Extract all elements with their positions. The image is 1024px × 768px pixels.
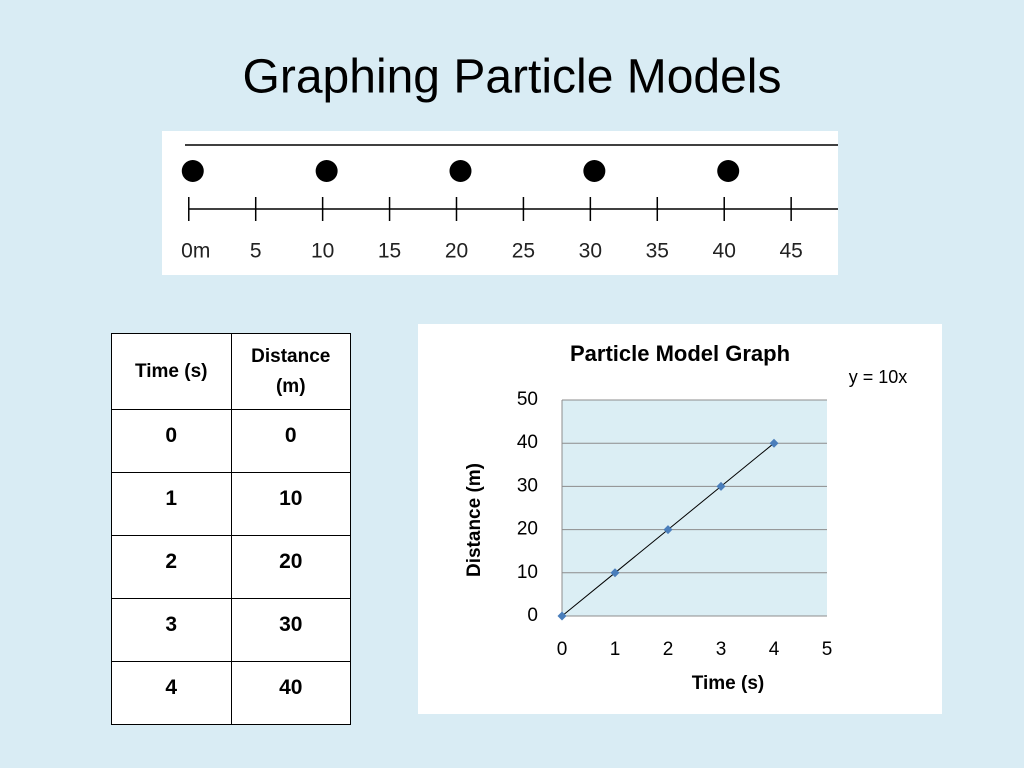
table-cell: 30: [230, 598, 351, 662]
table-cell: 20: [230, 535, 351, 599]
y-tick-label: 0: [527, 605, 538, 626]
tick-label: 45: [779, 240, 802, 263]
particle-dot: [583, 160, 606, 182]
table-row: 2 20: [111, 535, 351, 599]
x-tick-label: 0: [557, 639, 568, 660]
table-row: 1 10: [111, 472, 351, 536]
particle-dot: [181, 160, 204, 182]
y-tick-label: 30: [517, 475, 538, 496]
diamond-marker: [716, 481, 726, 491]
tick-label: 5: [250, 240, 262, 263]
tick-label: 40: [713, 240, 736, 263]
slide-title: Graphing Particle Models: [243, 51, 782, 104]
table-cell: 40: [230, 661, 351, 725]
x-axis-label: Time (s): [692, 673, 765, 694]
x-tick-label: 1: [610, 639, 621, 660]
tick-label: 15: [378, 240, 401, 263]
x-tick-label: 5: [822, 639, 833, 660]
particle-dot: [315, 160, 338, 182]
header-cell: Time (s): [111, 333, 232, 410]
table-cell: 0: [230, 409, 351, 473]
tick-label: 35: [646, 240, 669, 263]
y-tick-label: 20: [517, 519, 538, 540]
number-line-panel: [162, 131, 838, 275]
x-tick-label: 3: [716, 639, 727, 660]
y-tick-label: 40: [517, 432, 538, 453]
table-cell: 4: [111, 661, 232, 725]
diamond-marker: [769, 438, 779, 448]
particle-dot: [717, 160, 740, 182]
diamond-marker: [663, 525, 673, 535]
tick-label: 10: [311, 240, 334, 263]
tick-label: 30: [579, 240, 602, 263]
tick-label: 25: [512, 240, 535, 263]
table-row: 3 30: [111, 598, 351, 662]
y-tick-label: 50: [517, 389, 538, 410]
header-text: Distance (m): [251, 345, 331, 397]
header-row: Time (s) Distance (m): [111, 333, 351, 410]
table-cell: 3: [111, 598, 232, 662]
table-cell: 0: [111, 409, 232, 473]
table-row: 4 40: [111, 661, 351, 725]
x-tick-label: 2: [663, 639, 674, 660]
table-cell: 10: [230, 472, 351, 536]
diamond-marker: [610, 568, 620, 578]
y-axis-label: Distance (m): [464, 463, 485, 577]
particle-dot: [449, 160, 472, 182]
y-tick-label: 10: [517, 562, 538, 583]
table-cell: 1: [111, 472, 232, 536]
header-cell: Distance (m): [230, 333, 351, 410]
table-cell: 2: [111, 535, 232, 599]
diamond-marker: [557, 611, 567, 621]
data-table: Time (s) Distance (m) 0 0 1 10 2 20 3 30 4 40: [111, 333, 351, 725]
annotation: y = 10x: [849, 367, 908, 387]
tick-label: 0m: [181, 240, 210, 263]
header-text: Time (s): [134, 360, 208, 382]
chart-title: Particle Model Graph: [570, 341, 790, 366]
x-tick-label: 4: [769, 639, 780, 660]
tick-label: 20: [445, 240, 468, 263]
